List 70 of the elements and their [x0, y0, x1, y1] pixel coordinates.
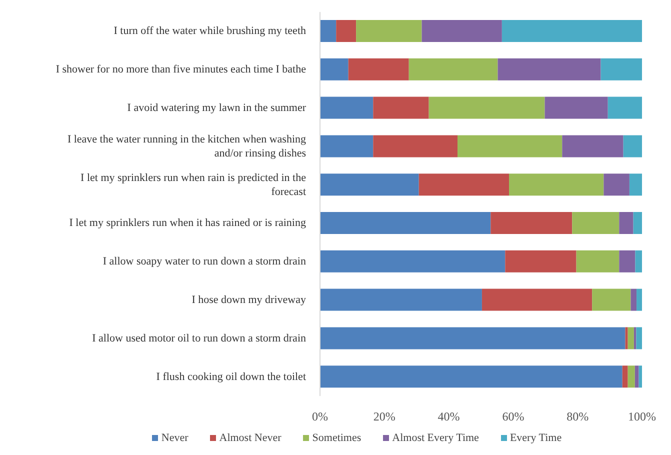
bar — [320, 58, 348, 80]
legend-label: Never — [161, 432, 188, 444]
bar — [572, 212, 620, 234]
y-tick-label: I leave the water running in the kitchen when washing and/or rinsing dishes — [67, 133, 306, 160]
bar — [600, 58, 642, 80]
bar — [418, 174, 510, 196]
y-tick-label: I avoid watering my lawn in the summer — [127, 102, 306, 114]
x-tick-label: 100% — [628, 410, 656, 424]
y-tick-label: I let my sprinklers run when rain is predicted in the forecast — [80, 172, 306, 198]
bar — [498, 58, 601, 80]
x-tick-label: 80% — [566, 410, 589, 424]
bar — [482, 288, 592, 311]
bar — [320, 327, 626, 350]
y-tick-label: I flush cooking oil down the toilet — [156, 370, 306, 383]
bar — [544, 96, 608, 119]
y-tick-label: I allow soapy water to run down a storm drain — [102, 256, 306, 268]
legend-label: Every Time — [510, 432, 562, 444]
bar — [336, 20, 356, 42]
bar — [622, 366, 628, 388]
bar — [592, 288, 631, 311]
bar — [320, 366, 622, 388]
bar — [457, 135, 562, 158]
bar — [320, 96, 374, 119]
bar — [629, 174, 642, 196]
bar — [636, 288, 642, 311]
bar — [636, 327, 642, 350]
bar — [628, 366, 635, 388]
bar — [320, 20, 336, 42]
bar — [635, 250, 642, 272]
bar — [628, 327, 634, 350]
bar — [625, 327, 628, 350]
bar — [320, 135, 374, 158]
bar — [619, 250, 636, 272]
bar — [502, 20, 642, 42]
bar — [623, 135, 642, 158]
x-tick-label: 20% — [373, 410, 396, 424]
x-tick-label: 60% — [502, 410, 524, 424]
bar — [490, 212, 572, 234]
bar — [356, 20, 422, 42]
bar — [320, 212, 491, 234]
bar — [408, 58, 498, 80]
bar — [422, 20, 502, 42]
bar — [320, 174, 419, 196]
bar — [428, 96, 545, 119]
bar — [320, 288, 482, 311]
bar — [505, 250, 576, 272]
bar — [630, 288, 637, 311]
bar — [576, 250, 620, 272]
bar — [320, 250, 506, 272]
bar — [634, 366, 639, 388]
legend-label: Almost Every Time — [392, 432, 479, 444]
legend-label: Sometimes — [312, 432, 362, 444]
bar — [608, 96, 642, 119]
y-tick-label: I shower for no more than five minutes each time I bathe — [56, 64, 306, 76]
bar — [348, 58, 409, 80]
bar — [562, 135, 624, 158]
bar — [604, 174, 630, 196]
bar — [638, 366, 642, 388]
y-tick-label: I hose down my driveway — [192, 294, 306, 306]
x-tick-label: 0% — [312, 410, 328, 424]
legend-label: Almost Never — [219, 432, 282, 444]
bar — [373, 135, 458, 158]
bar — [619, 212, 634, 234]
y-tick-label: I turn off the water while brushing my teeth — [114, 25, 306, 38]
bar — [633, 212, 642, 234]
bar — [373, 96, 429, 119]
x-tick-label: 40% — [438, 410, 460, 424]
y-tick-label: I let my sprinklers run when it has rained or is raining — [69, 217, 306, 230]
bar — [509, 174, 604, 196]
y-tick-label: I allow used motor oil to run down a storm drain — [92, 332, 306, 344]
